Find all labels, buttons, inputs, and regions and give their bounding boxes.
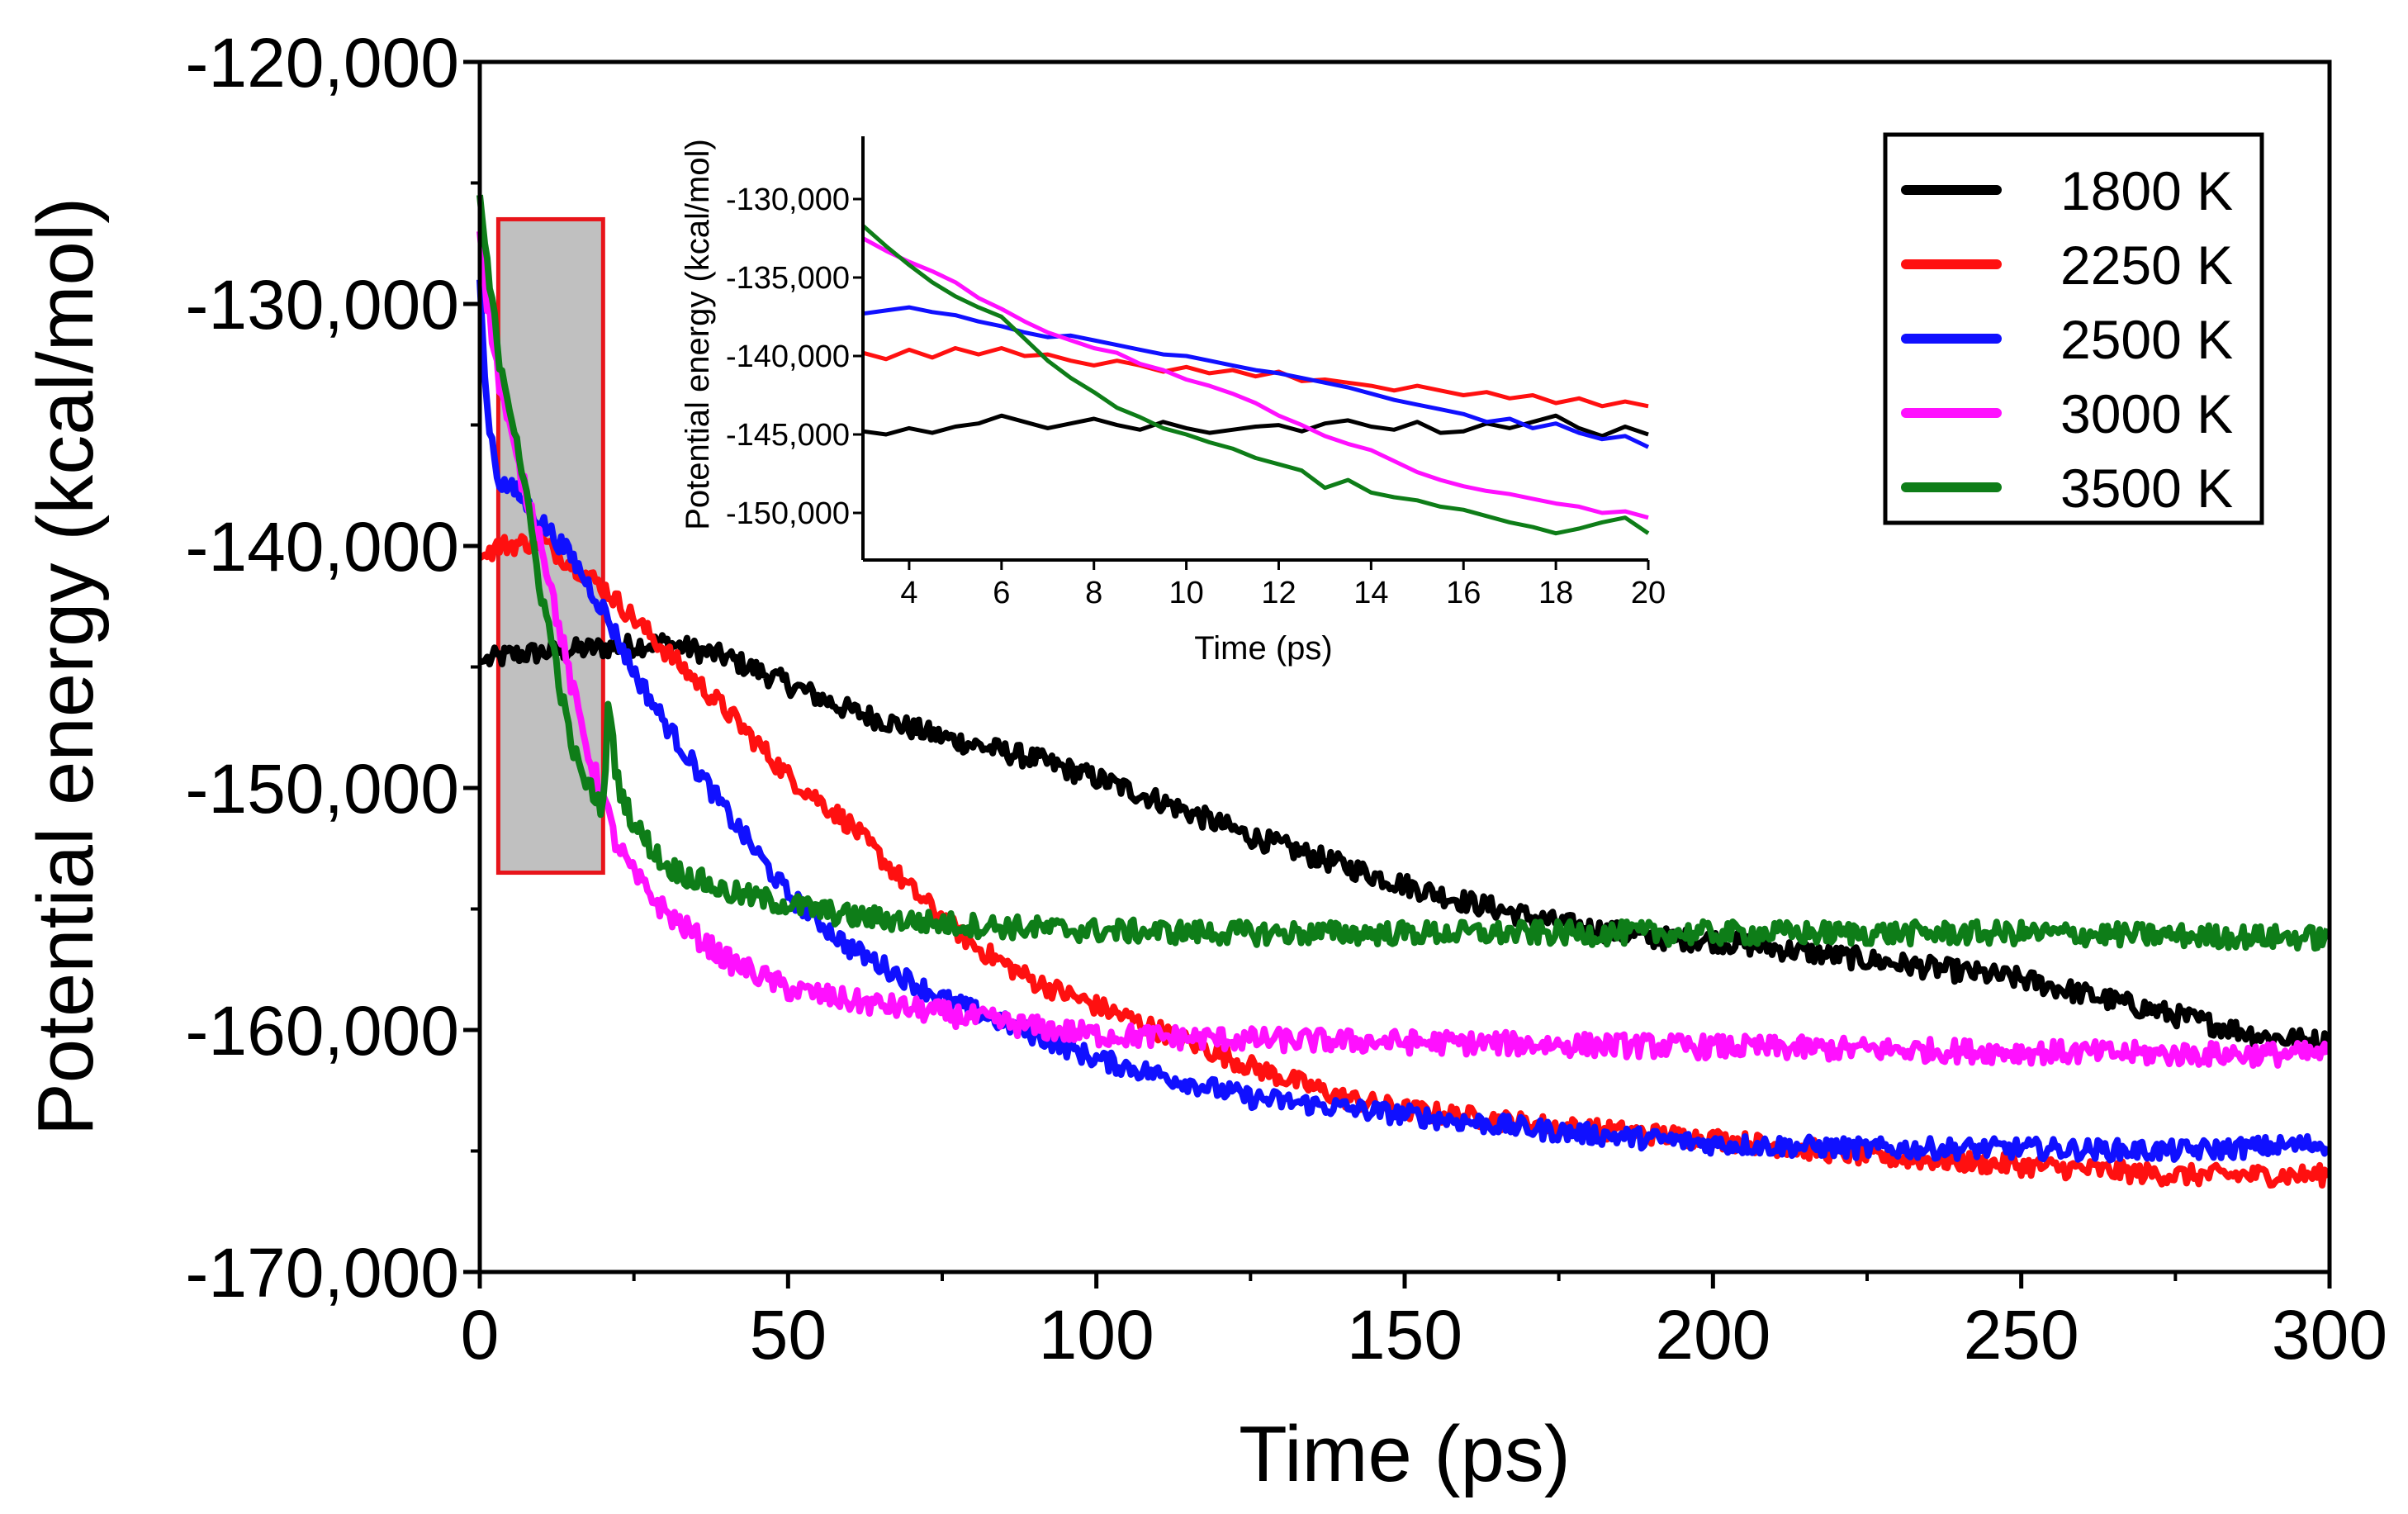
main-x-tick-label: 250 (1964, 1296, 2079, 1374)
inset-series-line-2250-k (862, 346, 1649, 409)
main-x-tick-label: 150 (1347, 1296, 1462, 1374)
main-y-tick-label: -150,000 (185, 750, 459, 828)
legend-box (1883, 132, 2264, 525)
main-x-tick-label: 300 (2272, 1296, 2387, 1374)
inset-y-tick-label: -145,000 (726, 418, 850, 453)
inset-x-tick-label: 6 (993, 576, 1010, 610)
inset-series-line-1800-k (862, 413, 1649, 439)
main-y-tick-label: -160,000 (185, 992, 459, 1070)
main-x-tick-label: 50 (750, 1296, 827, 1374)
inset-x-tick-label: 14 (1353, 576, 1388, 610)
legend-label-3500-k: 3500 K (2060, 458, 2233, 519)
legend-items: 1800 K 2250 K 2500 K 3000 K 3500 K (1901, 160, 2233, 519)
legend: 1800 K 2250 K 2500 K 3000 K 3500 K (1883, 132, 2264, 525)
inset-x-tick-label: 8 (1085, 576, 1102, 610)
inset-x-tick-label: 12 (1261, 576, 1296, 610)
inset-series-line-2500-k (862, 305, 1650, 449)
legend-label-1800-k: 1800 K (2060, 160, 2233, 221)
inset-x-tick-label: 4 (900, 576, 917, 610)
inset-x-tick-label: 20 (1631, 576, 1666, 610)
main-y-tick-label: -120,000 (185, 24, 459, 102)
inset-y-tick-label: -150,000 (726, 496, 850, 531)
inset-series-line-3500-k (861, 224, 1650, 536)
main-x-tick-label: 0 (461, 1296, 500, 1374)
inset-series-line-3000-k (861, 236, 1649, 520)
main-x-ticks: 0 50 100 150 200 250 300 (461, 1272, 2387, 1374)
inset-y-tick-label: -130,000 (726, 183, 850, 217)
main-series-group (476, 194, 2330, 1189)
inset-plot-area: 4 6 8 10 12 14 16 18 20 -150,000 -145,000 -140,000… (680, 136, 1666, 667)
inset-x-tick-label: 10 (1168, 576, 1203, 610)
inset-x-tick-label: 18 (1538, 576, 1573, 610)
inset-y-ticks: -150,000 -145,000 -140,000 -135,000 -130,000 (726, 183, 863, 531)
main-series-line-3500-k (476, 194, 2330, 952)
main-series-line-1800-k (479, 632, 2330, 1055)
inset-series-group (861, 224, 1650, 536)
main-y-tick-label: -170,000 (185, 1234, 459, 1312)
legend-label-2250-k: 2250 K (2060, 235, 2233, 296)
inset-x-ticks: 4 6 8 10 12 14 16 18 20 (900, 560, 1666, 610)
main-series-line-2500-k (476, 279, 2330, 1164)
inset-x-tick-label: 16 (1446, 576, 1481, 610)
inset-x-axis-label: Time (ps) (1194, 630, 1332, 667)
main-x-axis-label: Time (ps) (1239, 1410, 1571, 1498)
legend-label-3000-k: 3000 K (2060, 383, 2233, 444)
main-y-tick-label: -130,000 (185, 266, 459, 344)
main-series-line-3000-k (476, 230, 2330, 1069)
inset-y-tick-label: -140,000 (726, 339, 850, 374)
main-y-tick-label: -140,000 (185, 508, 459, 586)
main-x-tick-label: 100 (1039, 1296, 1154, 1374)
main-plot-area: 0 50 100 150 200 250 300 -170,000 -160,000 -150,… (21, 24, 2387, 1498)
legend-label-2500-k: 2500 K (2060, 309, 2233, 370)
inset-y-axis-label: Potential energy (kcal/mol) (680, 139, 716, 530)
main-x-tick-label: 200 (1655, 1296, 1770, 1374)
main-y-ticks: -170,000 -160,000 -150,000 -140,000 -130,000… (185, 24, 480, 1312)
main-y-axis-label: Potential energy (kcal/mol) (21, 197, 110, 1136)
inset-y-tick-label: -135,000 (726, 261, 850, 296)
